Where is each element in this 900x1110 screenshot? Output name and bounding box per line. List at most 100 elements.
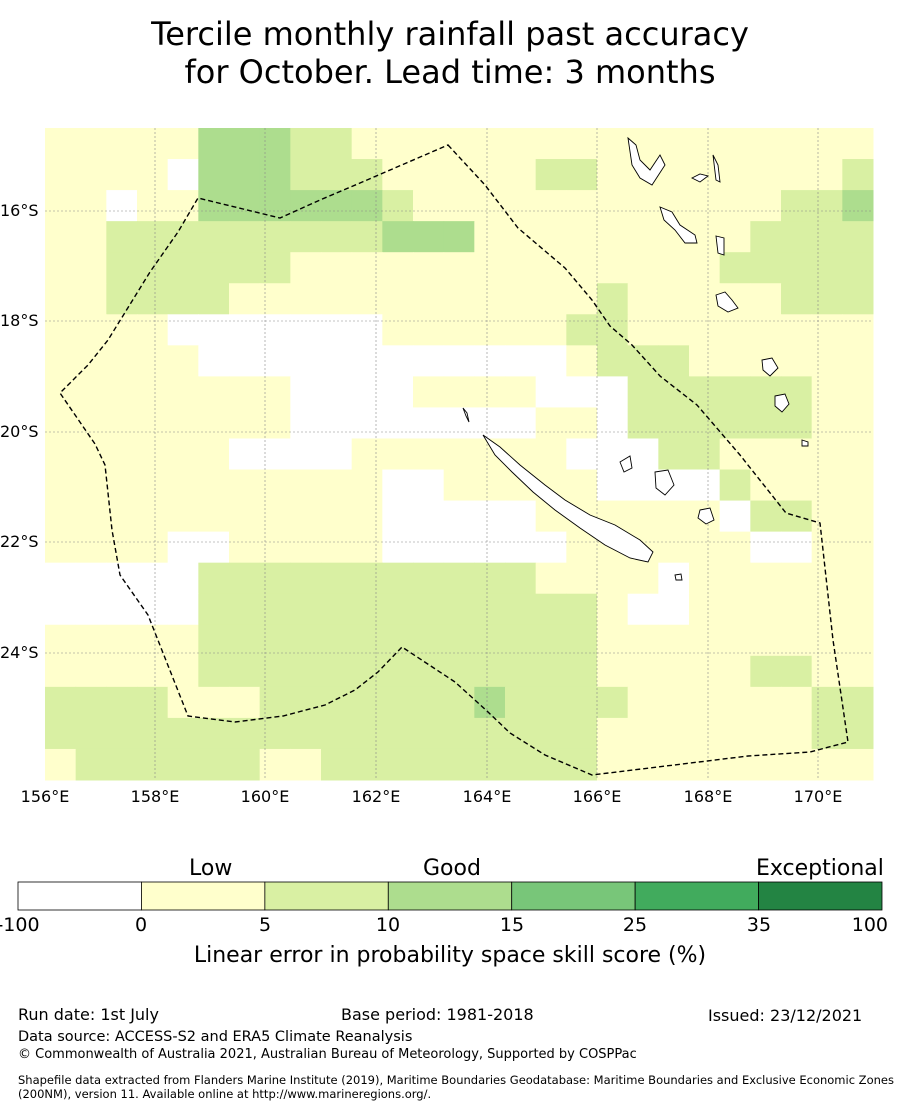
skill-cell bbox=[198, 624, 230, 657]
skill-cell bbox=[811, 593, 843, 626]
skill-cell bbox=[689, 686, 721, 719]
skill-cell bbox=[719, 531, 751, 564]
skill-cell bbox=[566, 345, 598, 377]
skill-cell bbox=[106, 221, 138, 253]
skill-cell bbox=[198, 655, 230, 688]
skill-cell bbox=[443, 748, 475, 781]
skill-cell bbox=[321, 593, 353, 626]
skill-cell bbox=[351, 376, 383, 408]
skill-cell bbox=[45, 128, 77, 160]
skill-cell bbox=[75, 128, 107, 160]
skill-cell bbox=[259, 717, 291, 750]
skill-cell bbox=[811, 500, 843, 533]
skill-cell bbox=[198, 407, 230, 439]
skill-cell bbox=[750, 221, 782, 253]
lon-label-160e: 160°E bbox=[240, 787, 290, 806]
skill-cell bbox=[75, 469, 107, 502]
skill-cell bbox=[229, 438, 261, 471]
skill-cell bbox=[505, 314, 537, 346]
skill-cell bbox=[106, 438, 138, 471]
skill-cell bbox=[382, 159, 414, 191]
skill-cell bbox=[443, 593, 475, 626]
skill-cell bbox=[321, 438, 353, 471]
skill-cell bbox=[229, 190, 261, 222]
skill-cell bbox=[566, 748, 598, 781]
skill-cell bbox=[413, 531, 445, 564]
skill-cell bbox=[259, 314, 291, 346]
skill-cell bbox=[781, 748, 813, 781]
skill-cell bbox=[443, 314, 475, 346]
skill-cell bbox=[45, 376, 77, 408]
skill-cell bbox=[198, 252, 230, 284]
skill-cell bbox=[658, 624, 690, 657]
skill-cell bbox=[198, 593, 230, 626]
skill-cell bbox=[566, 252, 598, 284]
skill-cell bbox=[75, 314, 107, 346]
skill-cell bbox=[505, 159, 537, 191]
skill-cell bbox=[351, 128, 383, 160]
skill-cell bbox=[811, 283, 843, 315]
category-low: Low bbox=[189, 856, 233, 881]
skill-cell bbox=[259, 593, 291, 626]
skill-cell bbox=[474, 221, 506, 253]
skill-cell bbox=[45, 407, 77, 439]
skill-cell bbox=[413, 624, 445, 657]
colorbar-tick: 5 bbox=[258, 914, 272, 936]
skill-cell bbox=[719, 376, 751, 408]
skill-cell bbox=[290, 252, 322, 284]
skill-cell bbox=[137, 345, 169, 377]
skill-cell bbox=[75, 438, 107, 471]
skill-cell bbox=[658, 562, 690, 595]
skill-cell bbox=[750, 438, 782, 471]
skill-cell bbox=[566, 438, 598, 471]
skill-cell bbox=[597, 593, 629, 626]
base-period: Base period: 1981-2018 bbox=[341, 1005, 534, 1024]
skill-cell bbox=[75, 500, 107, 533]
skill-cell bbox=[505, 283, 537, 315]
skill-cell bbox=[290, 469, 322, 502]
skill-cell bbox=[750, 314, 782, 346]
skill-cell bbox=[474, 283, 506, 315]
skill-cell bbox=[382, 748, 414, 781]
skill-cell bbox=[321, 748, 353, 781]
skill-cell bbox=[474, 531, 506, 564]
island-outline bbox=[674, 573, 683, 581]
skill-cell bbox=[45, 221, 77, 253]
skill-cell bbox=[229, 655, 261, 688]
skill-cell bbox=[382, 376, 414, 408]
skill-cell bbox=[259, 438, 291, 471]
skill-cell bbox=[75, 717, 107, 750]
skill-cell bbox=[443, 407, 475, 439]
skill-cell bbox=[505, 562, 537, 595]
skill-cell bbox=[781, 686, 813, 719]
colorbar-tick: 25 bbox=[622, 914, 648, 936]
skill-cell bbox=[689, 469, 721, 502]
skill-cell bbox=[75, 624, 107, 657]
skill-cell bbox=[627, 283, 659, 315]
skill-cell bbox=[106, 407, 138, 439]
skill-cell bbox=[719, 500, 751, 533]
skill-cell bbox=[597, 376, 629, 408]
skill-cell bbox=[382, 531, 414, 564]
skill-cell bbox=[198, 748, 230, 781]
skill-cell bbox=[627, 407, 659, 439]
skill-cell bbox=[566, 407, 598, 439]
skill-cell bbox=[229, 748, 261, 781]
skill-cell bbox=[811, 655, 843, 688]
skill-cell bbox=[413, 190, 445, 222]
skill-cell bbox=[167, 469, 199, 502]
skill-cell bbox=[443, 469, 475, 502]
skill-cell bbox=[106, 190, 138, 222]
skill-cell bbox=[75, 531, 107, 564]
skill-cell bbox=[259, 221, 291, 253]
island-outline bbox=[774, 393, 790, 413]
category-good: Good bbox=[423, 856, 481, 881]
skill-cell bbox=[597, 469, 629, 502]
skill-cell bbox=[505, 531, 537, 564]
skill-cell bbox=[627, 655, 659, 688]
skill-cell bbox=[382, 562, 414, 595]
skill-cell bbox=[474, 128, 506, 160]
skill-cell bbox=[658, 531, 690, 564]
skill-cell bbox=[290, 717, 322, 750]
skill-cell bbox=[45, 314, 77, 346]
